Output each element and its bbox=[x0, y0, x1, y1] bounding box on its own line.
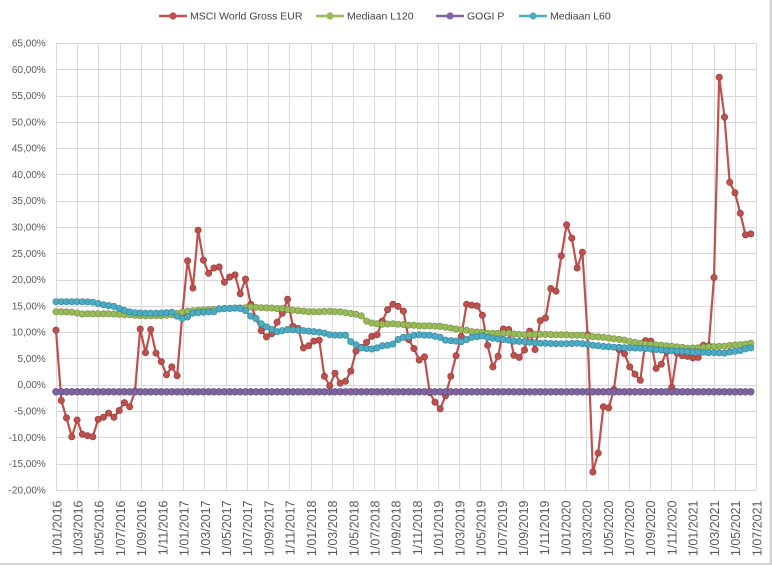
svg-text:1/07/2017: 1/07/2017 bbox=[241, 500, 255, 556]
svg-text:1/05/2016: 1/05/2016 bbox=[93, 500, 107, 556]
svg-text:20,00%: 20,00% bbox=[12, 275, 46, 286]
svg-text:50,00%: 50,00% bbox=[12, 117, 46, 128]
svg-text:1/11/2016: 1/11/2016 bbox=[156, 500, 170, 555]
svg-text:-5,00%: -5,00% bbox=[14, 407, 46, 418]
svg-text:Mediaan L60: Mediaan L60 bbox=[550, 11, 611, 23]
svg-text:-15,00%: -15,00% bbox=[9, 459, 46, 470]
svg-text:1/11/2017: 1/11/2017 bbox=[284, 500, 298, 555]
svg-text:1/01/2018: 1/01/2018 bbox=[305, 500, 319, 556]
svg-text:25,00%: 25,00% bbox=[12, 249, 46, 260]
svg-text:1/05/2017: 1/05/2017 bbox=[220, 500, 234, 556]
svg-text:40,00%: 40,00% bbox=[12, 170, 46, 181]
svg-text:1/03/2021: 1/03/2021 bbox=[708, 500, 722, 556]
svg-text:45,00%: 45,00% bbox=[12, 144, 46, 155]
svg-text:1/03/2020: 1/03/2020 bbox=[581, 500, 595, 556]
svg-text:1/03/2016: 1/03/2016 bbox=[72, 500, 86, 556]
svg-text:1/01/2019: 1/01/2019 bbox=[432, 500, 446, 556]
svg-text:15,00%: 15,00% bbox=[12, 301, 46, 312]
svg-text:-20,00%: -20,00% bbox=[9, 485, 46, 496]
svg-text:55,00%: 55,00% bbox=[12, 91, 46, 102]
svg-text:GOGI P: GOGI P bbox=[467, 11, 504, 23]
svg-text:1/09/2019: 1/09/2019 bbox=[517, 500, 531, 556]
svg-text:1/11/2018: 1/11/2018 bbox=[411, 500, 425, 555]
svg-text:1/05/2019: 1/05/2019 bbox=[475, 500, 489, 556]
svg-text:35,00%: 35,00% bbox=[12, 196, 46, 207]
svg-text:5,00%: 5,00% bbox=[17, 354, 45, 365]
svg-text:1/05/2021: 1/05/2021 bbox=[729, 500, 743, 556]
svg-text:1/07/2020: 1/07/2020 bbox=[623, 500, 637, 556]
svg-text:1/03/2019: 1/03/2019 bbox=[453, 500, 467, 556]
svg-text:1/07/2018: 1/07/2018 bbox=[369, 500, 383, 556]
svg-text:1/01/2016: 1/01/2016 bbox=[50, 500, 64, 556]
svg-text:1/09/2017: 1/09/2017 bbox=[262, 500, 276, 556]
svg-text:60,00%: 60,00% bbox=[12, 65, 46, 76]
svg-text:0,00%: 0,00% bbox=[17, 380, 45, 391]
svg-text:1/11/2019: 1/11/2019 bbox=[538, 500, 552, 555]
svg-text:10,00%: 10,00% bbox=[12, 328, 46, 339]
svg-text:30,00%: 30,00% bbox=[12, 223, 46, 234]
svg-text:1/09/2016: 1/09/2016 bbox=[135, 500, 149, 556]
svg-text:1/09/2020: 1/09/2020 bbox=[644, 500, 658, 556]
svg-text:-10,00%: -10,00% bbox=[9, 433, 46, 444]
svg-text:1/05/2020: 1/05/2020 bbox=[602, 500, 616, 556]
svg-text:MSCI World Gross EUR: MSCI World Gross EUR bbox=[190, 11, 303, 23]
svg-text:1/09/2018: 1/09/2018 bbox=[390, 500, 404, 556]
svg-text:1/01/2017: 1/01/2017 bbox=[178, 500, 192, 556]
svg-text:1/07/2019: 1/07/2019 bbox=[496, 500, 510, 556]
svg-text:1/03/2018: 1/03/2018 bbox=[326, 500, 340, 556]
svg-text:1/07/2016: 1/07/2016 bbox=[114, 500, 128, 556]
svg-text:1/11/2020: 1/11/2020 bbox=[666, 500, 680, 555]
svg-text:Mediaan L120: Mediaan L120 bbox=[347, 11, 414, 23]
svg-text:1/01/2020: 1/01/2020 bbox=[559, 500, 573, 556]
svg-text:65,00%: 65,00% bbox=[12, 39, 46, 50]
svg-text:1/03/2017: 1/03/2017 bbox=[199, 500, 213, 556]
svg-text:1/05/2018: 1/05/2018 bbox=[347, 500, 361, 556]
svg-text:1/07/2021: 1/07/2021 bbox=[750, 500, 764, 556]
svg-text:1/01/2021: 1/01/2021 bbox=[687, 500, 701, 556]
